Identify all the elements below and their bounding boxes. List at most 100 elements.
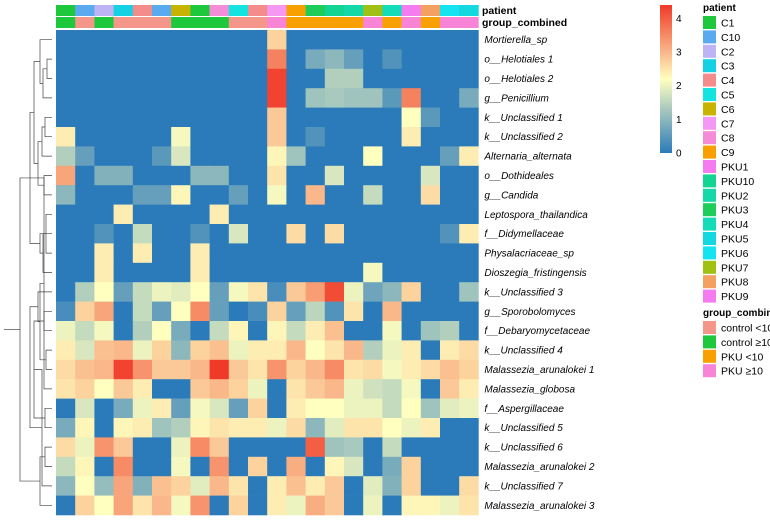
- heatmap-cell: [94, 495, 114, 516]
- heatmap-cell: [56, 107, 76, 128]
- heatmap-cell: [113, 68, 134, 89]
- heatmap-cell: [401, 243, 422, 264]
- patient-legend-label: PKU5: [721, 234, 749, 246]
- heatmap-cell: [132, 437, 153, 458]
- heatmap-cell: [440, 49, 460, 70]
- heatmap-cell: [75, 437, 95, 458]
- heatmap-cell: [440, 262, 460, 283]
- heatmap-cell: [286, 127, 306, 147]
- heatmap-cell: [324, 49, 345, 70]
- heatmap-cell: [94, 321, 114, 341]
- patient-legend-swatch: [703, 131, 716, 145]
- heatmap-cell: [420, 437, 441, 458]
- heatmap-cell: [401, 359, 422, 380]
- heatmap-cell: [132, 224, 153, 244]
- heatmap-cell: [132, 476, 153, 496]
- heatmap-cell: [56, 185, 76, 205]
- heatmap-cell: [75, 243, 95, 264]
- heatmap-cell: [56, 49, 76, 70]
- heatmap-cell: [459, 476, 479, 496]
- heatmap-cell: [267, 398, 287, 419]
- patient-legend-label: PKU3: [721, 205, 749, 217]
- heatmap-cell: [190, 495, 210, 516]
- row-label: Physalacriaceae_sp: [484, 249, 574, 260]
- patient-legend-label: C8: [721, 133, 735, 145]
- heatmap-cell: [459, 224, 479, 244]
- dendrogram-branch: [29, 306, 42, 429]
- patient-legend-swatch: [703, 44, 716, 58]
- heatmap-cell: [248, 456, 268, 477]
- heatmap-cell: [190, 340, 210, 361]
- heatmap-cell: [132, 340, 153, 361]
- patient-legend-label: C6: [721, 104, 735, 116]
- heatmap-cell: [132, 262, 153, 283]
- heatmap-cell: [248, 185, 268, 205]
- heatmap-cell: [401, 418, 422, 438]
- patient-legend-label: PKU2: [721, 190, 749, 202]
- heatmap-cell: [190, 165, 210, 186]
- heatmap-cell: [248, 165, 268, 186]
- group-annotation-cell: [440, 17, 460, 28]
- group-legend-title: group_combined: [703, 308, 770, 319]
- patient-legend-swatch: [703, 275, 716, 289]
- patient-annotation-cell: [363, 5, 383, 16]
- group-legend-swatch: [703, 349, 716, 363]
- heatmap-cell: [305, 301, 326, 322]
- heatmap-cell: [267, 224, 287, 244]
- heatmap-cell: [152, 262, 172, 283]
- heatmap-cell: [459, 68, 479, 89]
- heatmap-cell: [267, 30, 287, 50]
- heatmap-cell: [56, 379, 76, 399]
- dendrogram-branch: [46, 58, 52, 79]
- group-annotation-cell: [344, 17, 364, 28]
- heatmap-cell: [152, 30, 172, 50]
- group-annotation-cell: [56, 17, 76, 28]
- heatmap-cell: [209, 418, 230, 438]
- heatmap-cell: [171, 418, 191, 438]
- heatmap-cell: [305, 88, 326, 108]
- group-annotation-cell: [132, 17, 153, 28]
- heatmap-cell: [440, 204, 460, 225]
- heatmap-cell: [113, 495, 134, 516]
- heatmap-cell: [420, 476, 441, 496]
- heatmap-cell: [248, 301, 268, 322]
- heatmap-cell: [363, 301, 383, 322]
- heatmap-cell: [75, 495, 95, 516]
- heatmap-cell: [382, 359, 402, 380]
- heatmap-cell: [344, 243, 364, 264]
- patient-annotation-cell: [248, 5, 268, 16]
- heatmap-cell: [382, 282, 402, 302]
- heatmap-cell: [190, 204, 210, 225]
- patient-annotation-cell: [305, 5, 326, 16]
- heatmap-cell: [228, 204, 249, 225]
- heatmap-cell: [94, 49, 114, 70]
- heatmap-cell: [75, 398, 95, 419]
- heatmap-cell: [344, 359, 364, 380]
- heatmap-cell: [190, 282, 210, 302]
- heatmap-cell: [228, 456, 249, 477]
- heatmap-cell: [440, 146, 460, 167]
- heatmap-cell: [113, 243, 134, 264]
- heatmap-cell: [113, 204, 134, 225]
- heatmap-cells: [56, 30, 479, 516]
- group-legend-label: control ≥10: [721, 337, 770, 349]
- heatmap-cell: [324, 107, 345, 128]
- heatmap-cell: [209, 204, 230, 225]
- heatmap-cell: [440, 165, 460, 186]
- heatmap-cell: [190, 68, 210, 89]
- heatmap-cell: [113, 49, 134, 70]
- heatmap-cell: [344, 495, 364, 516]
- heatmap-cell: [152, 204, 172, 225]
- heatmap-cell: [401, 340, 422, 361]
- heatmap-cell: [56, 146, 76, 167]
- row-label: Malassezia_globosa: [484, 384, 575, 395]
- heatmap-cell: [113, 437, 134, 458]
- heatmap-cell: [94, 437, 114, 458]
- heatmap-cell: [132, 398, 153, 419]
- patient-legend-swatch: [703, 246, 716, 260]
- heatmap-cell: [286, 321, 306, 341]
- row-label: Dioszegia_fristingensis: [484, 268, 586, 279]
- heatmap-cell: [344, 68, 364, 89]
- heatmap-cell: [132, 359, 153, 380]
- colorbar-tick-label: 4: [676, 14, 682, 25]
